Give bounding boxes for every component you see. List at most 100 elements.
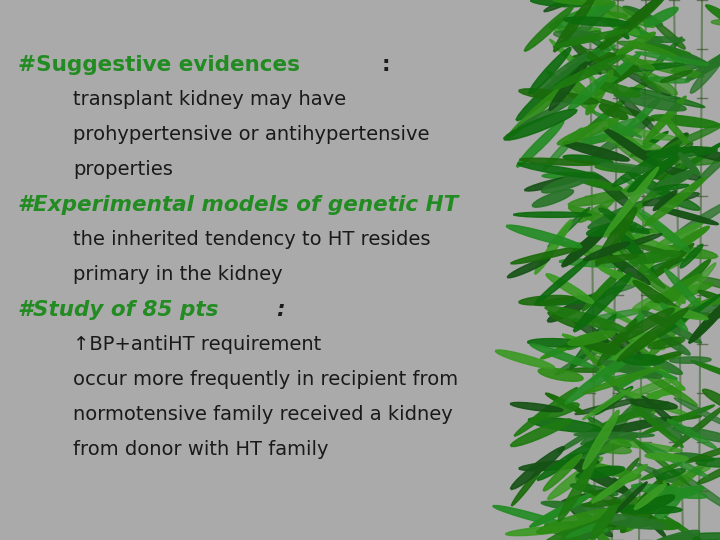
Polygon shape xyxy=(600,205,637,246)
Polygon shape xyxy=(592,424,614,450)
Polygon shape xyxy=(630,87,705,107)
Polygon shape xyxy=(610,23,640,30)
Polygon shape xyxy=(623,158,678,192)
Polygon shape xyxy=(557,118,619,145)
Polygon shape xyxy=(639,274,702,313)
Polygon shape xyxy=(595,336,646,362)
Polygon shape xyxy=(557,0,594,3)
Polygon shape xyxy=(585,12,628,18)
Text: occur more frequently in recipient from: occur more frequently in recipient from xyxy=(73,370,458,389)
Polygon shape xyxy=(636,368,698,406)
Polygon shape xyxy=(675,398,720,428)
Polygon shape xyxy=(554,28,601,32)
Polygon shape xyxy=(625,309,648,335)
Polygon shape xyxy=(554,55,625,89)
Polygon shape xyxy=(593,173,636,212)
Polygon shape xyxy=(652,164,680,191)
Polygon shape xyxy=(657,226,709,260)
Polygon shape xyxy=(555,348,603,375)
Polygon shape xyxy=(616,32,655,55)
Polygon shape xyxy=(661,246,718,259)
Polygon shape xyxy=(667,419,717,449)
Polygon shape xyxy=(575,432,654,437)
Polygon shape xyxy=(578,199,614,222)
Polygon shape xyxy=(545,522,604,529)
Text: #Suggestive evidences: #Suggestive evidences xyxy=(18,55,300,75)
Polygon shape xyxy=(656,367,685,390)
Bar xyxy=(575,0,720,540)
Polygon shape xyxy=(665,516,709,540)
Text: :: : xyxy=(276,300,285,320)
Polygon shape xyxy=(616,245,665,288)
Polygon shape xyxy=(519,295,574,305)
Polygon shape xyxy=(632,330,665,350)
Polygon shape xyxy=(582,410,619,469)
Polygon shape xyxy=(662,467,711,483)
Polygon shape xyxy=(650,352,683,362)
Polygon shape xyxy=(651,115,720,127)
Polygon shape xyxy=(624,0,665,29)
Polygon shape xyxy=(645,453,688,461)
Polygon shape xyxy=(644,37,685,43)
Text: #Study of 85 pts: #Study of 85 pts xyxy=(18,300,218,320)
Polygon shape xyxy=(582,265,626,311)
Polygon shape xyxy=(635,407,685,441)
Polygon shape xyxy=(596,83,641,97)
Polygon shape xyxy=(546,71,595,113)
Polygon shape xyxy=(536,403,579,419)
Polygon shape xyxy=(582,389,631,420)
Polygon shape xyxy=(549,3,615,29)
Polygon shape xyxy=(599,267,652,290)
Polygon shape xyxy=(602,355,678,379)
Polygon shape xyxy=(643,72,678,95)
Polygon shape xyxy=(653,470,678,500)
Polygon shape xyxy=(584,8,639,35)
Polygon shape xyxy=(554,31,601,48)
Polygon shape xyxy=(642,310,702,343)
Polygon shape xyxy=(567,453,599,462)
Polygon shape xyxy=(622,355,665,365)
Polygon shape xyxy=(610,475,642,485)
Polygon shape xyxy=(658,294,720,337)
Polygon shape xyxy=(547,296,595,322)
Polygon shape xyxy=(567,521,609,537)
Polygon shape xyxy=(660,302,688,332)
Polygon shape xyxy=(608,84,657,134)
Polygon shape xyxy=(647,387,685,397)
Polygon shape xyxy=(568,188,642,206)
Polygon shape xyxy=(622,55,654,70)
Polygon shape xyxy=(593,119,652,157)
Polygon shape xyxy=(568,331,616,346)
Polygon shape xyxy=(590,315,653,357)
Polygon shape xyxy=(655,222,703,248)
Text: transplant kidney may have: transplant kidney may have xyxy=(73,90,346,109)
Text: the inherited tendency to HT resides: the inherited tendency to HT resides xyxy=(73,230,431,249)
Polygon shape xyxy=(621,511,647,532)
Polygon shape xyxy=(634,490,692,508)
Polygon shape xyxy=(642,405,715,435)
Polygon shape xyxy=(504,109,577,140)
Polygon shape xyxy=(589,356,629,372)
Polygon shape xyxy=(603,483,642,514)
Polygon shape xyxy=(618,327,667,359)
Polygon shape xyxy=(691,361,720,386)
Polygon shape xyxy=(644,177,706,226)
Polygon shape xyxy=(662,133,688,153)
Polygon shape xyxy=(642,274,685,303)
Polygon shape xyxy=(582,501,621,507)
Polygon shape xyxy=(568,505,613,537)
Polygon shape xyxy=(607,204,642,238)
Polygon shape xyxy=(576,29,610,51)
Polygon shape xyxy=(596,2,629,39)
Polygon shape xyxy=(672,263,716,311)
Polygon shape xyxy=(608,123,650,155)
Polygon shape xyxy=(564,367,642,372)
Polygon shape xyxy=(615,520,665,529)
Polygon shape xyxy=(595,514,666,529)
Polygon shape xyxy=(620,390,690,416)
Polygon shape xyxy=(528,417,603,433)
Polygon shape xyxy=(623,6,662,26)
Polygon shape xyxy=(585,434,638,457)
Polygon shape xyxy=(590,332,649,382)
Polygon shape xyxy=(563,528,613,540)
